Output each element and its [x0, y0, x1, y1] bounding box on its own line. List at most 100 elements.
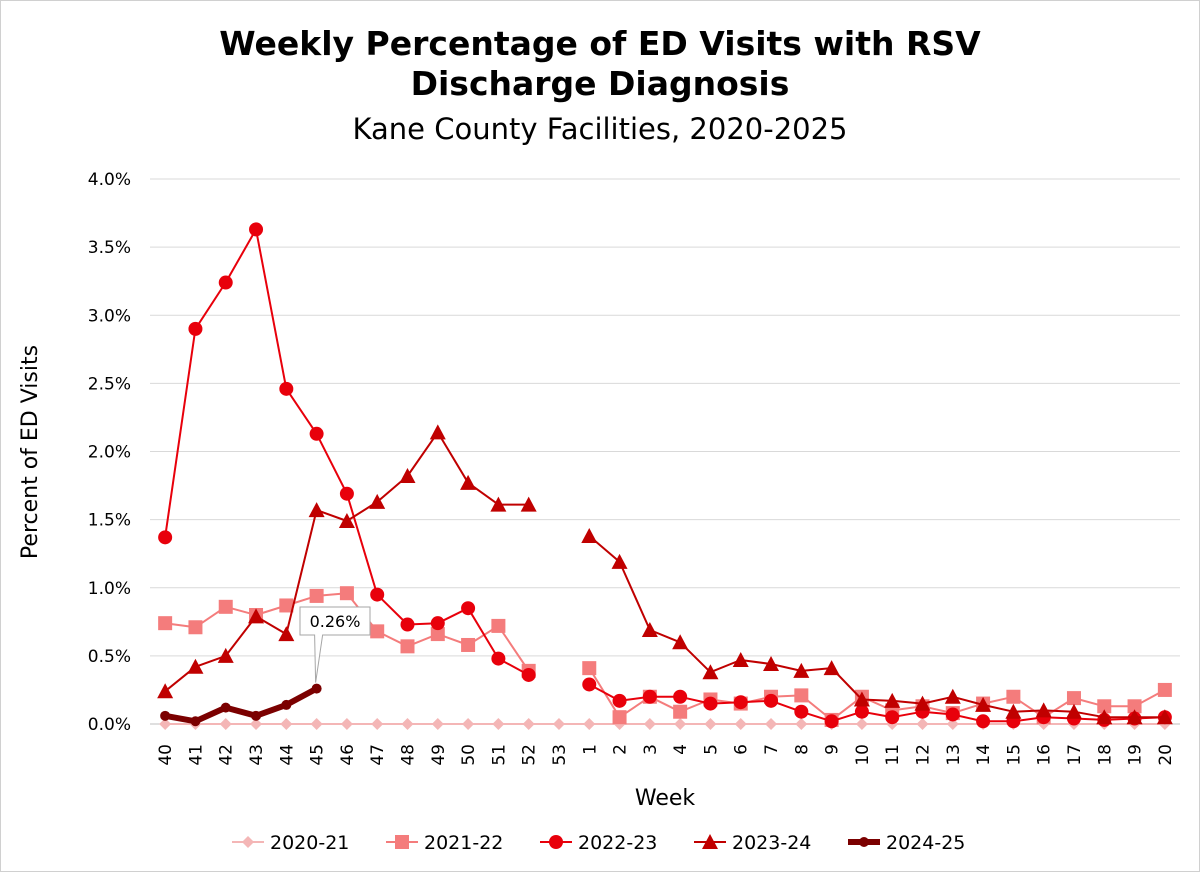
data-point [522, 718, 535, 730]
data-point [248, 608, 265, 624]
data-point [219, 718, 232, 730]
y-tick-label: 2.0% [88, 443, 131, 463]
x-tick-label: 7 [762, 744, 782, 755]
data-point [1066, 691, 1081, 706]
data-point [309, 588, 324, 603]
data-point [520, 496, 537, 512]
y-tick-label: 3.0% [88, 306, 131, 326]
callout-box [299, 606, 371, 683]
data-point [1157, 682, 1172, 697]
legend-item-2022-23: 2022-23 [540, 832, 657, 854]
x-tick-label: 41 [186, 744, 206, 766]
x-tick-label: 1 [580, 744, 600, 755]
x-tick-label: 17 [1065, 744, 1085, 766]
data-point [158, 616, 173, 631]
series-line [164, 685, 319, 725]
data-point [612, 693, 627, 708]
x-tick-label: 48 [399, 744, 419, 766]
x-tick-label: 49 [429, 744, 449, 766]
data-point [399, 468, 416, 484]
data-point [916, 718, 929, 730]
data-point [794, 688, 809, 703]
data-point [461, 601, 476, 616]
data-point [1035, 702, 1052, 718]
data-point [641, 621, 658, 637]
legend-item-2020-21: 2020-21 [232, 832, 349, 854]
data-point [582, 661, 597, 676]
data-point [612, 710, 627, 725]
data-point [642, 689, 657, 704]
data-point [160, 710, 171, 721]
data-point [339, 586, 354, 601]
data-point [793, 662, 810, 678]
data-point [581, 527, 598, 543]
x-tick-label: 4 [671, 744, 691, 755]
x-tick-label: 51 [489, 744, 509, 766]
legend-label: 2023-24 [732, 832, 811, 854]
data-point [429, 424, 446, 440]
data-point [188, 321, 203, 336]
x-tick-label: 15 [1004, 744, 1024, 766]
data-point [914, 695, 931, 711]
data-point [521, 667, 536, 682]
x-axis-title: Week [635, 786, 696, 811]
data-point [400, 639, 415, 654]
data-point [190, 716, 201, 727]
data-point [855, 718, 868, 730]
data-point [823, 660, 840, 676]
data-point [308, 502, 325, 518]
y-tick-label: 4.0% [88, 170, 131, 190]
data-point [764, 693, 779, 708]
x-tick-label: 50 [459, 744, 479, 766]
x-tick-label: 11 [883, 744, 903, 766]
data-point [1097, 699, 1112, 714]
data-point [279, 598, 294, 613]
data-point [734, 718, 747, 730]
legend-item-2024-25: 2024-25 [848, 832, 965, 854]
data-point [1006, 689, 1021, 704]
y-tick-label: 2.5% [88, 374, 131, 394]
data-point [702, 664, 719, 680]
data-point [976, 714, 991, 729]
series-2023-24 [157, 424, 1173, 725]
data-point [220, 702, 231, 713]
y-tick-label: 1.0% [88, 579, 131, 599]
legend-item-2021-22: 2021-22 [386, 832, 503, 854]
x-tick-label: 8 [792, 744, 812, 755]
data-point [1156, 709, 1173, 725]
x-tick-label: 42 [217, 744, 237, 766]
y-axis-title: Percent of ED Visits [18, 345, 43, 559]
data-point [249, 222, 264, 237]
x-tick-label: 53 [550, 744, 570, 766]
y-tick-label: 0.0% [88, 715, 131, 735]
x-tick-label: 18 [1095, 744, 1115, 766]
legend-label: 2024-25 [886, 832, 965, 854]
data-point [795, 718, 808, 730]
legend-label: 2021-22 [424, 832, 503, 854]
legend-marker [702, 834, 718, 849]
data-point [340, 718, 353, 730]
data-point [732, 651, 749, 667]
data-point [975, 696, 992, 712]
data-point [611, 553, 628, 569]
data-point [582, 677, 597, 692]
x-tick-label: 46 [338, 744, 358, 766]
data-point [733, 695, 748, 710]
legend-label: 2020-21 [270, 832, 349, 854]
data-point [824, 714, 839, 729]
data-point [1065, 703, 1082, 719]
x-tick-label: 2 [611, 744, 631, 755]
data-point [1005, 703, 1022, 719]
data-point [188, 620, 203, 635]
data-point [187, 658, 204, 674]
x-tick-label: 40 [156, 744, 176, 766]
data-point [1127, 699, 1142, 714]
data-point [885, 710, 900, 725]
data-point [281, 699, 292, 710]
x-tick-label: 43 [247, 744, 267, 766]
data-point [279, 381, 294, 396]
legend-marker [395, 835, 409, 849]
data-point [583, 718, 596, 730]
